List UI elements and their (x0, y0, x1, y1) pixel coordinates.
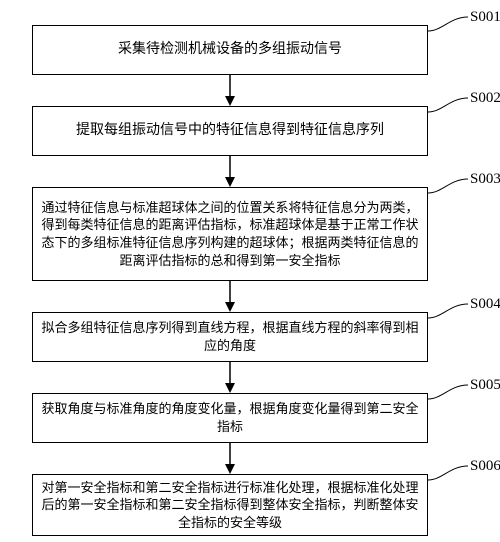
flow-node-s003: 通过特征信息与标准超球体之间的位置关系将特征信息分为两类，得到每类特征信息的距离… (32, 187, 428, 281)
flow-node-s004: 拟合多组特征信息序列得到直线方程，根据直线方程的斜率得到相应的角度 (32, 312, 428, 362)
step-label-s005: S005 (470, 377, 500, 394)
flowchart-canvas: 采集待检测机械设备的多组振动信号 S001 提取每组振动信号中的特征信息得到特征信息… (0, 0, 500, 542)
step-label-s006: S006 (470, 458, 500, 475)
flow-arrow (222, 362, 238, 393)
flow-arrow (222, 443, 238, 474)
leader-line (428, 302, 468, 320)
flow-arrow (222, 75, 238, 106)
leader-line (428, 383, 468, 401)
flow-node-text: 提取每组振动信号中的特征信息得到特征信息序列 (33, 120, 427, 143)
flow-node-text: 采集待检测机械设备的多组振动信号 (33, 39, 427, 62)
leader-line (428, 464, 468, 482)
leader-line (428, 177, 468, 195)
flow-node-s005: 获取角度与标准角度的角度变化量，根据角度变化量得到第二安全指标 (32, 393, 428, 443)
step-label-s004: S004 (470, 296, 500, 313)
flow-node-s002: 提取每组振动信号中的特征信息得到特征信息序列 (32, 106, 428, 156)
flow-arrow (222, 156, 238, 187)
flow-node-text: 通过特征信息与标准超球体之间的位置关系将特征信息分为两类，得到每类特征信息的距离… (33, 197, 427, 271)
step-label-s002: S002 (470, 90, 500, 107)
step-label-s003: S003 (470, 171, 500, 188)
flow-node-text: 拟合多组特征信息序列得到直线方程，根据直线方程的斜率得到相应的角度 (33, 317, 427, 356)
step-label-s001: S001 (470, 9, 500, 26)
leader-line (428, 96, 468, 114)
flow-node-text: 对第一安全指标和第二安全指标进行标准化处理，根据标准化处理后的第一安全指标和第二… (33, 477, 427, 534)
leader-line (428, 15, 468, 33)
flow-node-s001: 采集待检测机械设备的多组振动信号 (32, 25, 428, 75)
flow-arrow (222, 281, 238, 312)
flow-node-text: 获取角度与标准角度的角度变化量，根据角度变化量得到第二安全指标 (33, 398, 427, 437)
flow-node-s006: 对第一安全指标和第二安全指标进行标准化处理，根据标准化处理后的第一安全指标和第二… (32, 474, 428, 536)
